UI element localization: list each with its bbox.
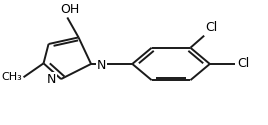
Text: N: N [96,59,106,72]
Text: CH₃: CH₃ [2,72,22,82]
Text: N: N [47,72,57,86]
Text: Cl: Cl [237,58,249,70]
Text: OH: OH [60,3,79,16]
Text: Cl: Cl [206,22,218,35]
